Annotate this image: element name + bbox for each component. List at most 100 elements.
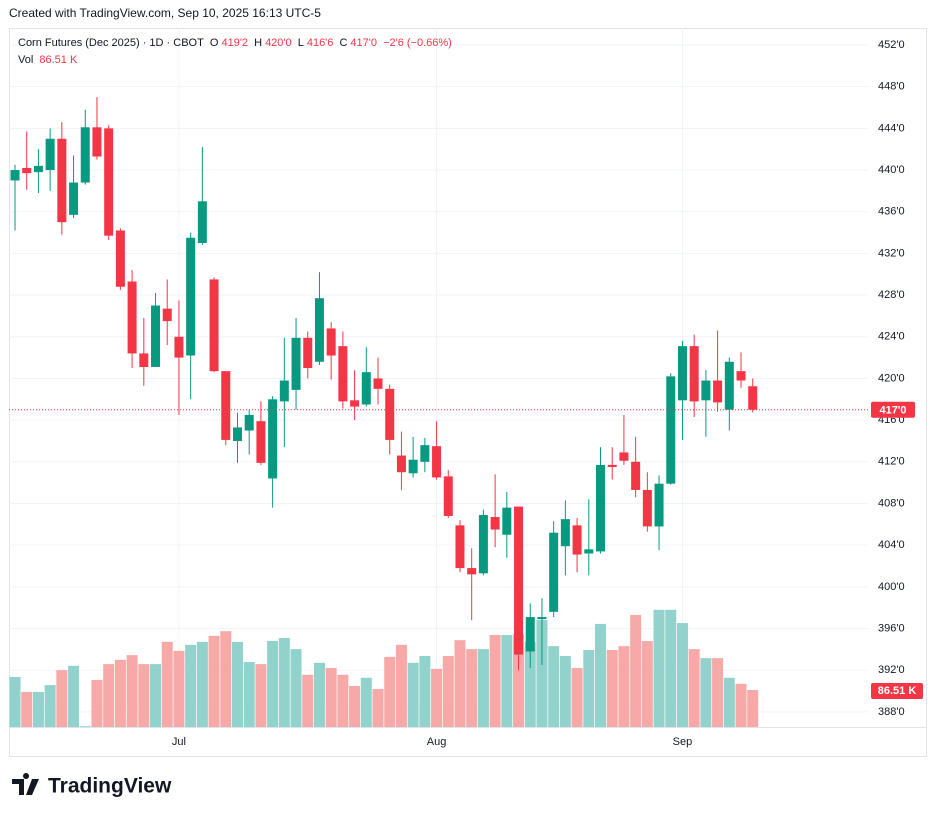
- ohlc-label: O: [209, 37, 219, 49]
- candle-body: [396, 455, 406, 473]
- volume-bar: [220, 631, 232, 727]
- candle-body: [432, 446, 442, 478]
- candle-body: [736, 371, 746, 381]
- volume-bar: [337, 674, 349, 727]
- volume-bar: [513, 634, 525, 727]
- logo-icon: [12, 773, 39, 795]
- volume-bar: [583, 649, 595, 727]
- volume-bar: [501, 635, 513, 727]
- candle-body: [490, 517, 500, 530]
- volume-bar: [571, 667, 583, 727]
- candle-body: [549, 532, 559, 612]
- candle-body: [560, 519, 570, 547]
- candle-body: [209, 279, 219, 372]
- volume-bar: [325, 667, 337, 727]
- volume-bar: [21, 691, 33, 727]
- volume-bar: [173, 650, 185, 727]
- candle-body: [338, 346, 348, 402]
- volume-bar: [150, 664, 162, 727]
- candle-body: [596, 464, 605, 552]
- volume-bar: [477, 649, 489, 727]
- volume-bar: [548, 646, 560, 727]
- candle-body: [244, 414, 254, 431]
- candle-body: [408, 459, 418, 474]
- candle-body: [572, 525, 582, 555]
- candle-body: [385, 388, 395, 440]
- ohlc-value: 416'6: [306, 37, 334, 49]
- logo-text: TradingView: [48, 775, 172, 798]
- volume-bar: [454, 640, 466, 727]
- candle-body: [197, 201, 207, 243]
- volume-bar: [231, 641, 243, 727]
- candle-body: [139, 353, 149, 367]
- candle-body: [45, 138, 55, 171]
- candle-body: [420, 445, 430, 462]
- candle-body: [619, 452, 629, 461]
- volume-bar: [32, 691, 44, 727]
- candle-body: [373, 378, 383, 389]
- volume-value: 86.51 K: [39, 54, 78, 66]
- change: −2'6 (−0.66%): [383, 37, 452, 49]
- candle-body: [256, 421, 266, 463]
- volume-bar: [419, 655, 431, 727]
- candle-body: [186, 237, 196, 356]
- volume-bar: [431, 668, 443, 727]
- last-price-box: [871, 401, 915, 418]
- volume-bar: [384, 656, 396, 727]
- y-tick-label: 404'0: [878, 539, 905, 551]
- volume-bar: [208, 635, 220, 727]
- candle-body: [268, 399, 278, 479]
- candle-body: [514, 506, 524, 655]
- candle-body: [689, 346, 699, 402]
- volume-bar: [349, 685, 361, 727]
- last-volume-box: [871, 682, 923, 699]
- ohlc-label: L: [297, 37, 304, 49]
- volume-bar: [700, 658, 712, 727]
- volume-bar: [641, 641, 653, 727]
- volume-bar: [676, 623, 688, 727]
- candle-body: [350, 400, 360, 407]
- volume-bar: [559, 655, 571, 727]
- volume-bar: [255, 664, 267, 727]
- volume-bar: [618, 646, 630, 727]
- ohlc-value: 420'0: [265, 37, 292, 49]
- volume-bar: [723, 677, 735, 727]
- legend: Corn Futures (Dec 2025) · 1D · CBOT O 419…: [18, 35, 455, 69]
- x-tick-label: Aug: [427, 736, 447, 748]
- candle-body: [537, 617, 547, 620]
- candle-body: [748, 386, 758, 410]
- last-price-label: 417'0: [879, 405, 906, 417]
- ohlc-value: 417'0: [350, 37, 377, 49]
- volume-bar: [606, 649, 618, 727]
- candle-body: [174, 336, 184, 358]
- volume-bar: [489, 635, 501, 727]
- candle-body: [478, 514, 488, 574]
- x-tick-label: Sep: [673, 736, 693, 748]
- candle-body: [666, 376, 676, 484]
- candle-body: [713, 380, 723, 403]
- volume-label: Vol: [18, 54, 34, 66]
- candle-body: [607, 464, 617, 468]
- y-tick-label: 452'0: [878, 39, 905, 51]
- candle-body: [57, 138, 67, 223]
- volume-bar: [290, 649, 302, 727]
- candle-body: [314, 298, 324, 362]
- volume-bar: [665, 609, 677, 727]
- volume-bar: [372, 688, 384, 727]
- volume-bar: [313, 662, 325, 727]
- chart-frame: [9, 28, 927, 757]
- ohlc-value: 419'2: [221, 37, 249, 49]
- volume-bar: [44, 685, 56, 727]
- y-tick-label: 448'0: [878, 81, 905, 93]
- volume-bar: [161, 641, 173, 727]
- y-tick-label: 428'0: [878, 289, 905, 301]
- candle-body: [80, 127, 90, 183]
- candle-body: [33, 165, 43, 173]
- ohlc-label: H: [254, 37, 263, 49]
- volume-bar: [243, 661, 255, 727]
- candle-body: [151, 305, 161, 367]
- volume-bar: [630, 614, 642, 727]
- candle-body: [69, 182, 79, 215]
- candle-body: [127, 281, 137, 354]
